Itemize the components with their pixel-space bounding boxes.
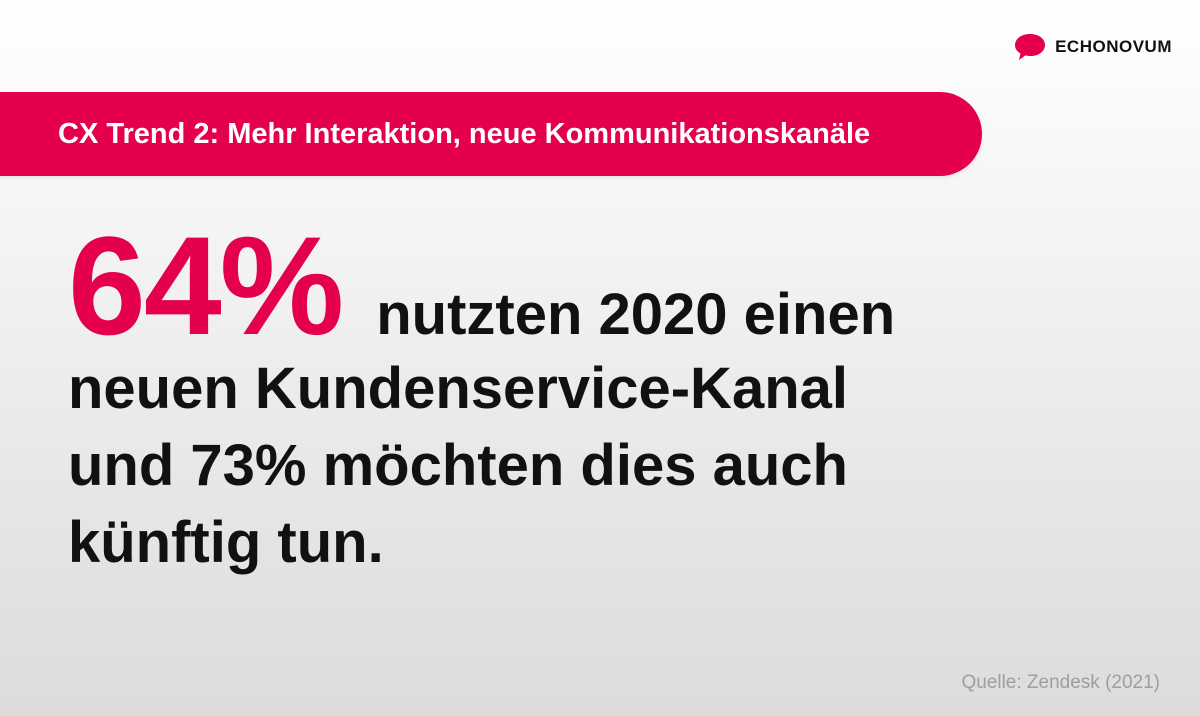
brand-logo: ECHONOVUM [1013,32,1172,62]
headline-line-1-text: nutzten 2020 einen [376,282,896,347]
banner-title: CX Trend 2: Mehr Interaktion, neue Kommu… [58,117,871,150]
highlight-percentage: 64% [68,207,344,364]
source-citation: Quelle: Zendesk (2021) [961,672,1160,693]
headline-line-1: 64% nutzten 2020 einen [68,207,1168,364]
brand-name: ECHONOVUM [1055,37,1172,56]
topic-banner: CX Trend 2: Mehr Interaktion, neue Kommu… [0,92,982,176]
headline: 64% nutzten 2020 einen neuen Kundenservi… [68,207,1168,581]
headline-line-2: neuen Kundenservice-Kanal [68,356,848,421]
headline-line-3: und 73% möchten dies auch [68,433,848,498]
speech-bubble-icon [1015,34,1046,60]
headline-line-4: künftig tun. [68,510,384,575]
